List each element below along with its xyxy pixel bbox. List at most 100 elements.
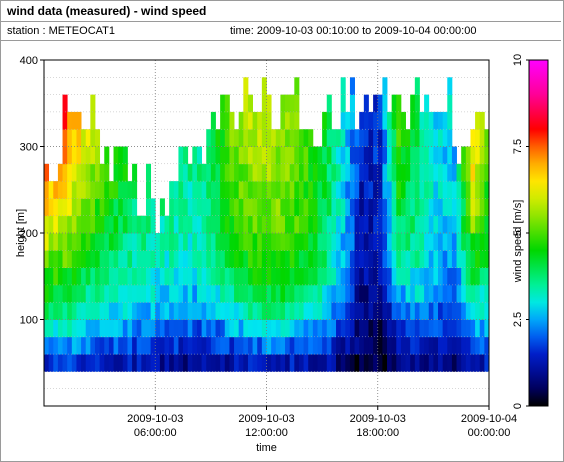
heatmap-cell [438, 215, 444, 234]
heatmap-cell [257, 336, 263, 355]
heatmap-cell [85, 354, 91, 372]
heatmap-cell [391, 146, 397, 165]
heatmap-cell [387, 336, 393, 355]
heatmap-cell [377, 163, 383, 182]
heatmap-cell [57, 336, 63, 355]
heatmap-cell [164, 284, 170, 303]
heatmap-cell [414, 181, 420, 199]
heatmap-cell [224, 198, 230, 217]
heatmap-cell [132, 163, 138, 182]
heatmap-cell [410, 163, 416, 182]
heatmap-cell [206, 267, 212, 286]
heatmap-cell [252, 336, 258, 355]
heatmap-cell [326, 181, 332, 199]
heatmap-cell [400, 163, 406, 182]
heatmap-cell [85, 198, 91, 217]
heatmap-cell [285, 198, 291, 217]
heatmap-cell [234, 233, 240, 251]
heatmap-cell [159, 215, 165, 234]
heatmap-cell [252, 319, 258, 338]
heatmap-cell [465, 233, 471, 251]
heatmap-cell [428, 354, 434, 372]
heatmap-cell [85, 250, 91, 268]
heatmap-cell [261, 198, 267, 217]
heatmap-cell [44, 233, 50, 251]
heatmap-cell [442, 302, 448, 320]
heatmap-cell [400, 284, 406, 303]
heatmap-cell [405, 215, 411, 234]
heatmap-cell [382, 354, 388, 372]
heatmap-cell [243, 198, 249, 217]
heatmap-cell [405, 319, 411, 338]
heatmap-cell [90, 336, 96, 355]
heatmap-cell [196, 336, 203, 355]
heatmap-cell [108, 302, 114, 320]
heatmap-cell [113, 284, 119, 303]
heatmap-cell [396, 181, 402, 199]
heatmap-cell [183, 215, 189, 234]
heatmap-cell [150, 233, 156, 251]
heatmap-cell [62, 233, 68, 251]
heatmap-cell [442, 215, 448, 234]
heatmap-cell [326, 354, 332, 372]
heatmap-cell [104, 233, 110, 251]
heatmap-cell [229, 146, 235, 165]
heatmap-cell [155, 336, 161, 355]
heatmap-cell [127, 233, 133, 251]
heatmap-cell [275, 250, 281, 268]
heatmap-cell [349, 336, 355, 355]
heatmap-cell [345, 111, 351, 130]
heatmap-cell [247, 233, 253, 251]
heatmap-cell [81, 250, 87, 268]
heatmap-cell [377, 284, 383, 303]
heatmap-cell [363, 267, 369, 286]
heatmap-cell [127, 267, 133, 286]
heatmap-cell [359, 163, 365, 182]
heatmap-cell [141, 319, 147, 338]
heatmap-cell [81, 284, 87, 303]
heatmap-cell [192, 267, 198, 286]
heatmap-cell [280, 319, 286, 338]
heatmap-cell [136, 233, 142, 251]
heatmap-cell [108, 250, 114, 268]
heatmap-cell [224, 146, 230, 165]
heatmap-cell [349, 146, 355, 165]
heatmap-cell [67, 146, 73, 165]
heatmap-cell [428, 146, 434, 165]
heatmap-cell [349, 319, 355, 338]
heatmap-cell [104, 354, 110, 372]
heatmap-cell [340, 146, 346, 165]
heatmap-cell [132, 250, 138, 268]
heatmap-cell [475, 146, 481, 165]
x-tick-label-date: 2009-10-04 [461, 413, 517, 425]
heatmap-cell [220, 354, 226, 372]
heatmap-cell [419, 302, 425, 320]
heatmap-cell [136, 284, 142, 303]
heatmap-cell [178, 146, 184, 165]
heatmap-cell [183, 284, 189, 303]
heatmap-cell [479, 267, 485, 286]
heatmap-cell [419, 163, 425, 182]
heatmap-cell [201, 302, 207, 320]
heatmap-cell [206, 250, 212, 268]
heatmap-cell [410, 267, 416, 286]
heatmap-cell [122, 250, 128, 268]
heatmap-cell [456, 319, 462, 338]
heatmap-cell [150, 250, 156, 268]
heatmap-cell [424, 94, 430, 113]
heatmap-cell [484, 319, 490, 338]
heatmap-cell [67, 267, 73, 286]
heatmap-cell [67, 319, 73, 338]
heatmap-cell [71, 146, 77, 165]
heatmap-cell [433, 215, 439, 234]
heatmap-cell [363, 250, 369, 268]
heatmap-cell [210, 319, 216, 338]
heatmap-cell [280, 233, 286, 251]
heatmap-cell [118, 302, 124, 320]
heatmap-cell [53, 215, 59, 234]
heatmap-cell [479, 146, 485, 165]
heatmap-cell [368, 129, 374, 147]
heatmap-cell [192, 181, 198, 199]
heatmap-cell [252, 267, 258, 286]
heatmap-cell [400, 129, 406, 147]
